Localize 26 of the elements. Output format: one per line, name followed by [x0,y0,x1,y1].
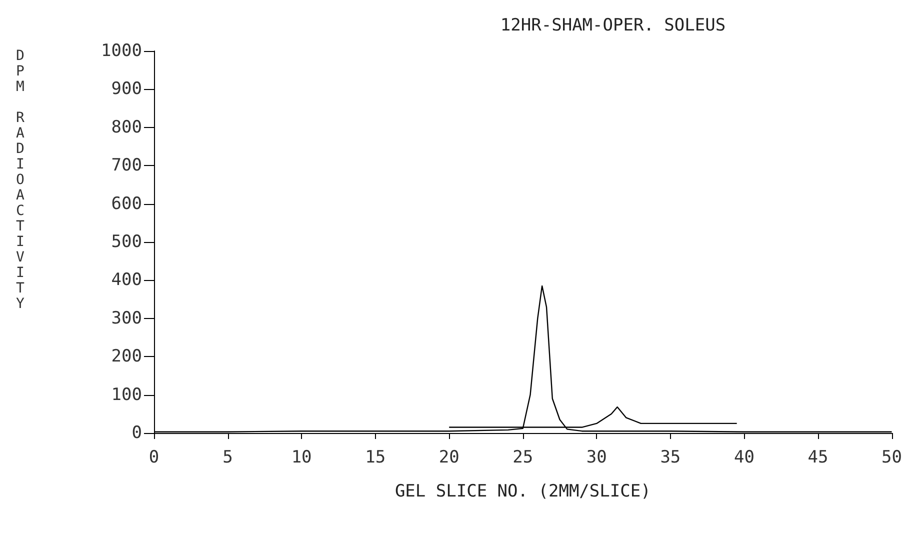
x-tick-label: 30 [586,448,607,468]
y-tick-label: 800 [111,117,142,138]
y-tick-label: 400 [111,270,142,290]
x-tick-label: 50 [882,448,902,468]
line-series [448,406,738,428]
x-axis-title: GEL SLICE NO. (2MM/SLICE) [394,482,651,502]
x-tick-label: 20 [438,448,460,468]
x-tick-label: 25 [512,448,534,468]
x-tick-label: 5 [222,448,233,468]
x-tick-label: 10 [291,448,312,468]
y-tick-label: 700 [111,156,142,176]
y-tick-label: 300 [111,308,142,328]
chart-title: 12HR-SHAM-OPER. SOLEUS [500,16,726,36]
x-tick-label: 40 [734,448,754,468]
x-tick-label: 45 [808,448,828,468]
y-tick-label: 0 [132,423,142,443]
y-tick-label: 200 [111,346,142,367]
y-tick-label: 600 [111,194,142,214]
text: DPM RADIOACTIVITY [16,48,24,312]
y-tick-label: 1000 [101,41,142,61]
y-tick-label: 100 [111,384,142,405]
y-tick-label: 500 [111,232,142,252]
x-tick-label: 15 [365,448,386,468]
x-tick-label: 0 [148,448,160,468]
x-tick-label: 35 [660,448,681,468]
y-tick-label: 900 [111,79,142,100]
